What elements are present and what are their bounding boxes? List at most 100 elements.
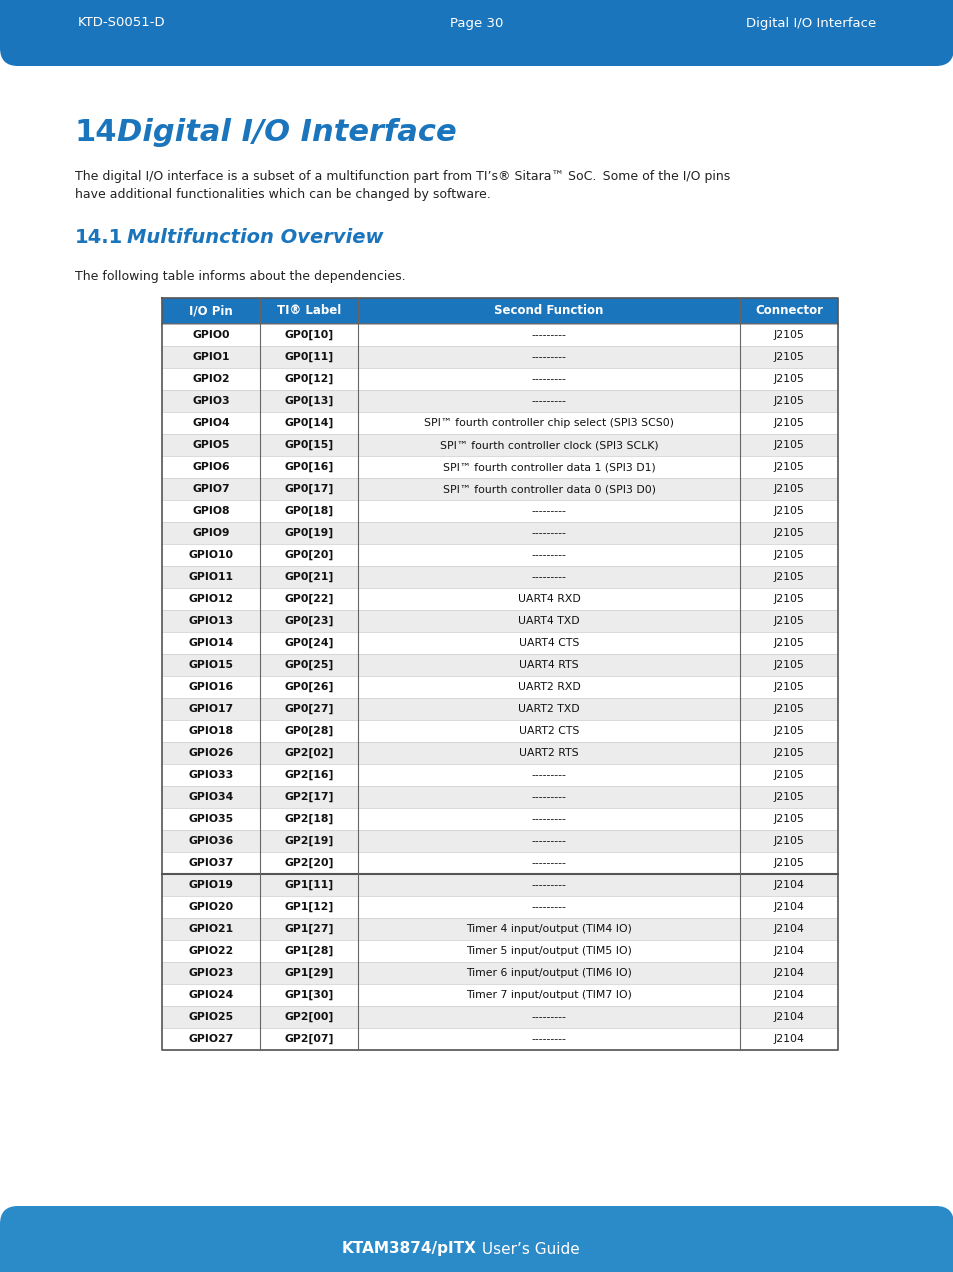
Text: GPIO12: GPIO12 — [189, 594, 233, 604]
Bar — [162, 698, 837, 720]
Text: J2105: J2105 — [773, 616, 803, 626]
Bar — [162, 918, 837, 940]
Bar — [162, 566, 837, 588]
Text: J2105: J2105 — [773, 682, 803, 692]
Text: J2105: J2105 — [773, 572, 803, 583]
Text: User’s Guide: User’s Guide — [476, 1241, 579, 1257]
Text: J2105: J2105 — [773, 418, 803, 427]
Text: GP0[22]: GP0[22] — [284, 594, 334, 604]
Bar — [162, 985, 837, 1006]
Bar — [162, 742, 837, 764]
Text: GP0[12]: GP0[12] — [284, 374, 334, 384]
Text: J2105: J2105 — [773, 396, 803, 406]
Text: GPIO2: GPIO2 — [192, 374, 230, 384]
Bar — [162, 412, 837, 434]
Text: J2104: J2104 — [773, 968, 803, 978]
Bar — [162, 675, 837, 698]
Text: J2104: J2104 — [773, 1034, 803, 1044]
Text: Digital I/O Interface: Digital I/O Interface — [117, 118, 456, 148]
Text: I/O Pin: I/O Pin — [189, 304, 233, 318]
Text: GP2[07]: GP2[07] — [284, 1034, 334, 1044]
Text: TI® Label: TI® Label — [276, 304, 341, 318]
Text: GP2[19]: GP2[19] — [284, 836, 334, 846]
Text: The digital I/O interface is a subset of a multifunction part from TI’s® Sitara™: The digital I/O interface is a subset of… — [75, 170, 729, 183]
Text: GPIO23: GPIO23 — [188, 968, 233, 978]
Bar — [162, 324, 837, 346]
Bar — [0, 1249, 953, 1272]
Text: GPIO33: GPIO33 — [188, 770, 233, 780]
Text: ---------: --------- — [531, 352, 566, 363]
Text: Connector: Connector — [754, 304, 822, 318]
Bar — [162, 611, 837, 632]
Text: SPI™ fourth controller clock (SPI3 SCLK): SPI™ fourth controller clock (SPI3 SCLK) — [439, 440, 658, 450]
Text: 14: 14 — [75, 118, 117, 148]
Text: GP0[27]: GP0[27] — [284, 703, 334, 714]
Text: UART4 RXD: UART4 RXD — [517, 594, 579, 604]
Text: GP0[21]: GP0[21] — [284, 572, 334, 583]
Text: GPIO13: GPIO13 — [189, 616, 233, 626]
Text: have additional functionalities which can be changed by software.: have additional functionalities which ca… — [75, 188, 490, 201]
Text: GP0[14]: GP0[14] — [284, 418, 334, 429]
Text: UART2 TXD: UART2 TXD — [517, 703, 579, 714]
Text: Timer 4 input/output (TIM4 IO): Timer 4 input/output (TIM4 IO) — [466, 923, 631, 934]
Bar — [162, 1006, 837, 1028]
Text: GPIO15: GPIO15 — [189, 660, 233, 670]
Bar — [162, 500, 837, 522]
Text: GPIO24: GPIO24 — [188, 990, 233, 1000]
Text: J2105: J2105 — [773, 814, 803, 824]
Text: ---------: --------- — [531, 880, 566, 890]
Text: J2105: J2105 — [773, 770, 803, 780]
Bar — [162, 654, 837, 675]
Text: GPIO20: GPIO20 — [189, 902, 233, 912]
Text: GP1[30]: GP1[30] — [284, 990, 334, 1000]
Text: J2105: J2105 — [773, 748, 803, 758]
Bar — [162, 455, 837, 478]
Text: GP1[29]: GP1[29] — [284, 968, 334, 978]
Bar — [162, 874, 837, 895]
Text: ---------: --------- — [531, 528, 566, 538]
Text: GPIO17: GPIO17 — [189, 703, 233, 714]
Bar — [162, 808, 837, 831]
Text: ---------: --------- — [531, 770, 566, 780]
Text: ---------: --------- — [531, 329, 566, 340]
Text: GP0[10]: GP0[10] — [284, 329, 334, 340]
Text: GP0[13]: GP0[13] — [284, 396, 334, 406]
Text: J2105: J2105 — [773, 836, 803, 846]
Bar — [0, 0, 953, 46]
Text: UART2 RTS: UART2 RTS — [518, 748, 578, 758]
Text: UART2 RXD: UART2 RXD — [517, 682, 579, 692]
Text: GP0[24]: GP0[24] — [284, 637, 334, 649]
Text: J2105: J2105 — [773, 462, 803, 472]
Text: GPIO25: GPIO25 — [189, 1013, 233, 1021]
Bar — [162, 720, 837, 742]
Text: Second Function: Second Function — [494, 304, 603, 318]
Text: J2105: J2105 — [773, 550, 803, 560]
Text: GPIO21: GPIO21 — [189, 923, 233, 934]
Text: J2105: J2105 — [773, 703, 803, 714]
Text: J2105: J2105 — [773, 374, 803, 384]
Bar — [162, 764, 837, 786]
Text: Page 30: Page 30 — [450, 17, 503, 29]
Text: ---------: --------- — [531, 1013, 566, 1021]
Text: GPIO19: GPIO19 — [189, 880, 233, 890]
FancyBboxPatch shape — [0, 1206, 953, 1272]
Bar — [162, 346, 837, 368]
Text: GP0[26]: GP0[26] — [284, 682, 334, 692]
Text: J2105: J2105 — [773, 329, 803, 340]
Text: GP2[16]: GP2[16] — [284, 770, 334, 780]
Text: GPIO4: GPIO4 — [192, 418, 230, 427]
Text: Digital I/O Interface: Digital I/O Interface — [745, 17, 875, 29]
Text: ---------: --------- — [531, 1034, 566, 1044]
Text: J2104: J2104 — [773, 923, 803, 934]
Text: GPIO10: GPIO10 — [189, 550, 233, 560]
Text: SPI™ fourth controller chip select (SPI3 SCS0): SPI™ fourth controller chip select (SPI3… — [423, 418, 674, 427]
Text: GPIO6: GPIO6 — [192, 462, 230, 472]
Text: GPIO5: GPIO5 — [193, 440, 230, 450]
Text: GP0[23]: GP0[23] — [284, 616, 334, 626]
Text: ---------: --------- — [531, 814, 566, 824]
Text: GPIO1: GPIO1 — [193, 352, 230, 363]
Text: GP2[20]: GP2[20] — [284, 857, 334, 868]
Text: GPIO37: GPIO37 — [188, 859, 233, 868]
Text: J2105: J2105 — [773, 485, 803, 494]
Text: GPIO3: GPIO3 — [192, 396, 230, 406]
